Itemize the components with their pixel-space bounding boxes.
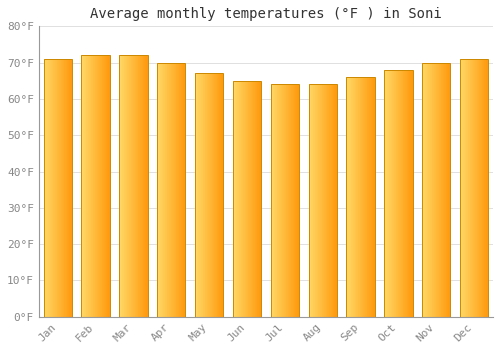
Bar [44,59,72,317]
Title: Average monthly temperatures (°F ) in Soni: Average monthly temperatures (°F ) in So… [90,7,442,21]
Bar [460,59,488,317]
Bar [270,84,299,317]
Bar [82,55,110,317]
Bar [384,70,412,317]
Bar [308,84,337,317]
Bar [195,74,224,317]
Bar [422,63,450,317]
Bar [346,77,375,317]
Bar [157,63,186,317]
Bar [233,81,261,317]
Bar [119,55,148,317]
